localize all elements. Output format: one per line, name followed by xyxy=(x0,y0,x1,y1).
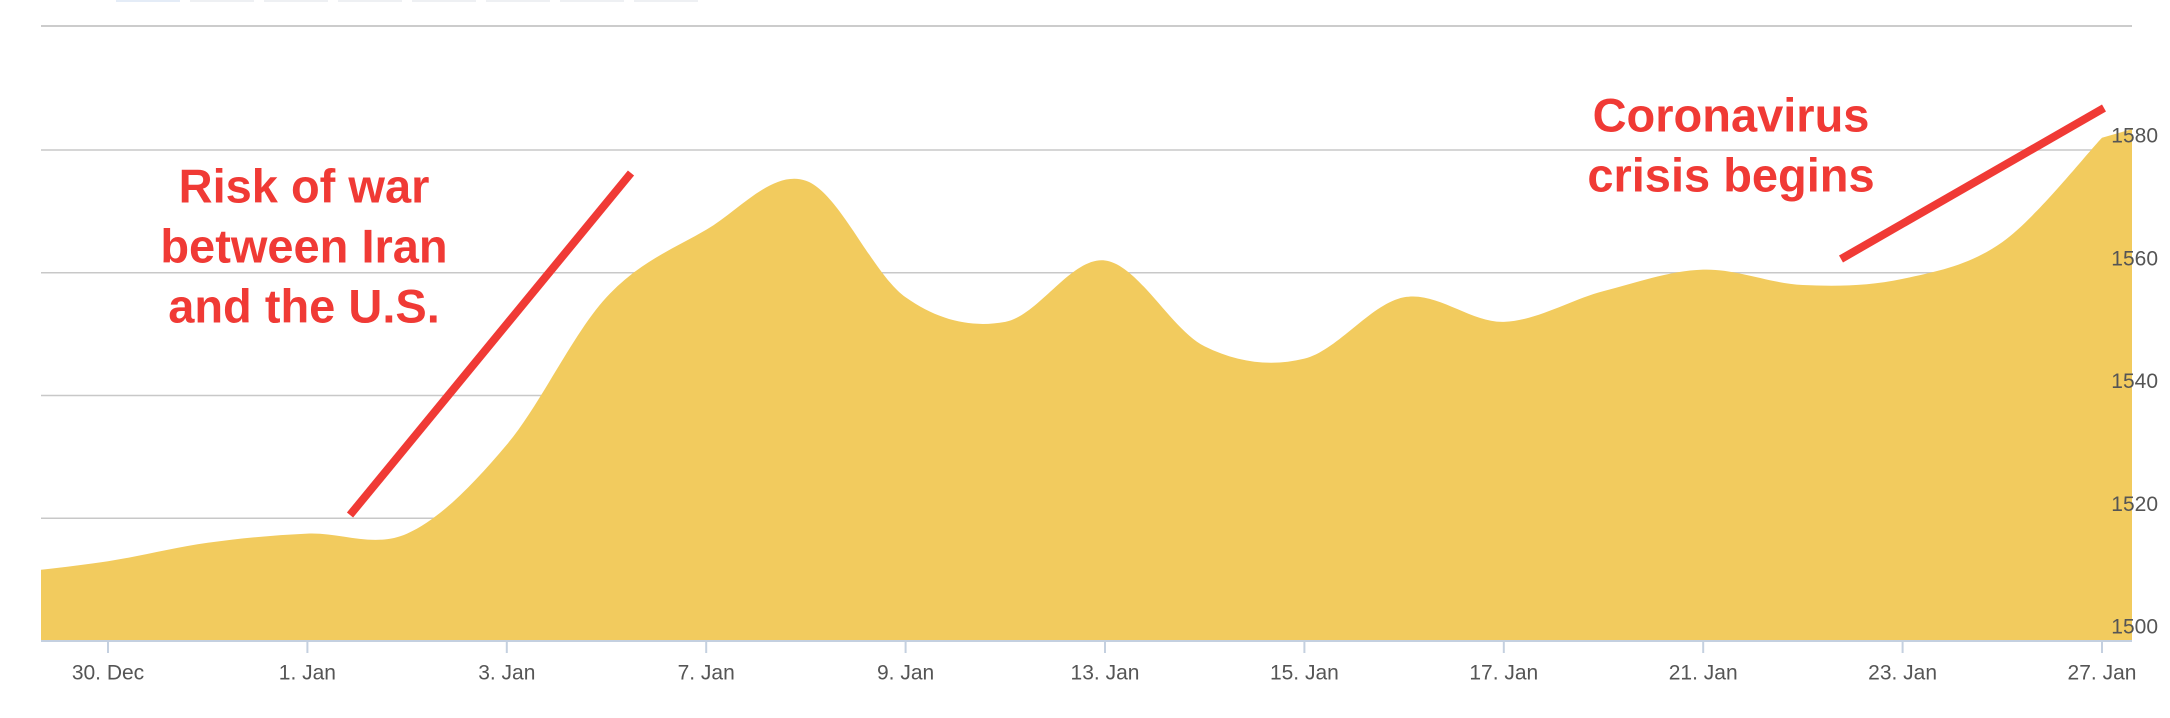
annotation-arrow xyxy=(1839,104,2106,263)
x-tick-label: 1. Jan xyxy=(279,662,336,685)
x-tick-label: 23. Jan xyxy=(1868,662,1937,685)
annotation-text: between Iran xyxy=(160,219,447,272)
x-tick-label: 9. Jan xyxy=(877,662,934,685)
range-button[interactable] xyxy=(412,0,476,2)
range-buttons xyxy=(116,0,698,2)
annotation-text: and the U.S. xyxy=(168,279,440,332)
x-tick-label: 30. Dec xyxy=(72,662,144,685)
range-button[interactable] xyxy=(486,0,550,2)
y-tick-label: 1540 xyxy=(2111,370,2158,393)
y-tick-label: 1560 xyxy=(2111,247,2158,270)
x-tick-label: 7. Jan xyxy=(678,662,735,685)
annotation-text: Risk of war xyxy=(179,159,430,212)
y-tick-label: 1520 xyxy=(2111,493,2158,516)
area xyxy=(41,129,2132,641)
range-button[interactable] xyxy=(338,0,402,2)
annotation-arrow xyxy=(346,170,635,518)
range-button[interactable] xyxy=(190,0,254,2)
range-button[interactable] xyxy=(560,0,624,2)
x-tick-label: 13. Jan xyxy=(1071,662,1140,685)
y-tick-label: 1580 xyxy=(2111,125,2158,148)
range-button[interactable] xyxy=(264,0,328,2)
y-tick-label: 1500 xyxy=(2111,616,2158,639)
annotation-text: Coronavirus xyxy=(1593,88,1870,141)
annotation-text: crisis begins xyxy=(1587,148,1874,201)
x-tick-label: 17. Jan xyxy=(1469,662,1538,685)
range-button[interactable] xyxy=(634,0,698,2)
x-tick-label: 15. Jan xyxy=(1270,662,1339,685)
x-tick-label: 21. Jan xyxy=(1669,662,1738,685)
annotations: Risk of war between Iran and the U.S. Coron… xyxy=(160,88,2106,518)
axes: 1500 1520 1540 1560 1580 30. Dec 1. Jan 3. Jan 7… xyxy=(41,125,2158,685)
plot-area xyxy=(41,129,2132,641)
x-tick-label: 27. Jan xyxy=(2068,662,2137,685)
range-button[interactable] xyxy=(116,0,180,2)
x-tick-label: 3. Jan xyxy=(478,662,535,685)
